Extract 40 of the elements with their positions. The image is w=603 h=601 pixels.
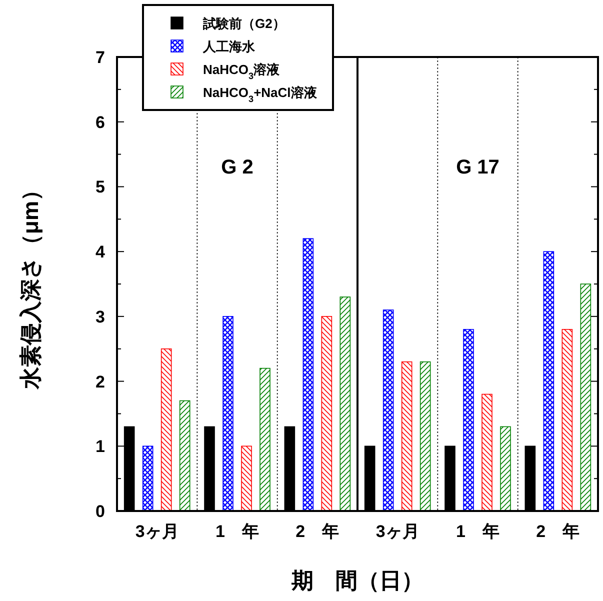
annotation: G 17 xyxy=(456,156,500,179)
y-tick-label: 7 xyxy=(96,48,105,67)
x-tick-label: 1 年 xyxy=(216,522,259,541)
legend-label: 人工海水 xyxy=(202,39,256,54)
bar xyxy=(580,284,592,512)
annotation: G 2 xyxy=(221,156,254,179)
legend-label: NaHCO$_{3}$溶液 xyxy=(203,62,281,81)
x-tick-label: 1 年 xyxy=(456,522,500,541)
bar xyxy=(340,296,351,512)
y-tick-label: 1 xyxy=(96,437,105,456)
x-tick-label: 3ヶ月 xyxy=(376,522,420,541)
y-tick-label: 4 xyxy=(96,242,106,262)
bar xyxy=(463,329,474,512)
y-tick-label: 3 xyxy=(96,307,105,326)
bar xyxy=(241,446,252,512)
legend-label: 試験前（G2） xyxy=(202,16,286,31)
bar xyxy=(302,238,314,512)
bar xyxy=(420,361,431,512)
bar xyxy=(142,446,154,512)
bar xyxy=(179,400,190,512)
x-axis-title: 期 間（日） xyxy=(290,568,424,593)
bar xyxy=(482,394,492,512)
bar xyxy=(562,329,573,512)
bar xyxy=(500,426,511,512)
bar xyxy=(260,368,270,512)
y-tick-label: 2 xyxy=(96,372,105,392)
bar xyxy=(401,361,412,512)
y-tick-label: 5 xyxy=(96,178,105,197)
x-tick-label: 2 年 xyxy=(296,522,340,541)
bar xyxy=(543,251,554,512)
bar xyxy=(222,316,234,512)
x-tick-label: 3ヶ月 xyxy=(135,522,179,541)
bar xyxy=(160,348,172,512)
legend-label: NaHCO$_{3}$+NaCl溶液 xyxy=(203,85,318,104)
bar xyxy=(321,316,332,512)
y-tick-label: 0 xyxy=(96,502,105,521)
y-axis-title: 水素侵入深さ（μm） xyxy=(18,178,43,390)
y-tick-label: 6 xyxy=(96,112,105,132)
x-tick-label: 2 年 xyxy=(536,522,580,541)
bar xyxy=(382,310,394,512)
